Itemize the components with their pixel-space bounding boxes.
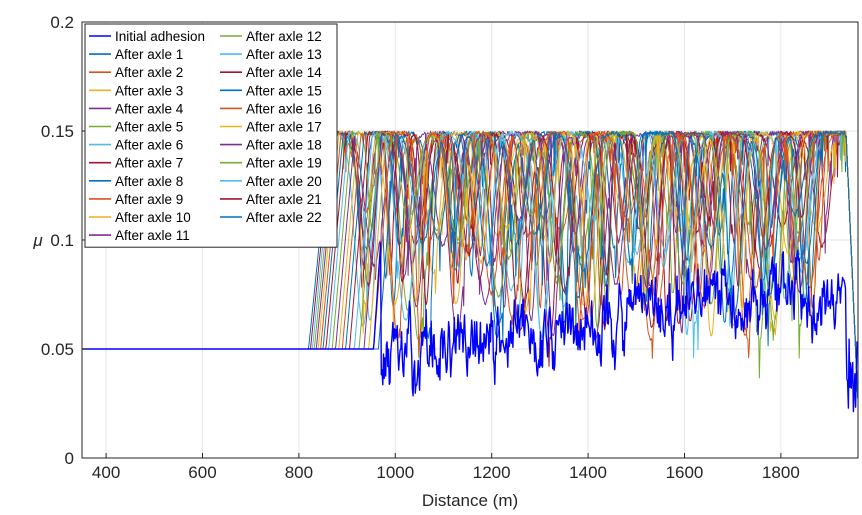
- x-tick-label: 1600: [666, 463, 704, 482]
- legend-entry: After axle 5: [115, 120, 183, 135]
- series-line-0: [82, 242, 858, 413]
- x-tick-label: 1800: [762, 463, 800, 482]
- legend-entry: After axle 7: [115, 156, 183, 171]
- legend-entry: After axle 17: [246, 120, 322, 135]
- x-tick-label: 800: [285, 463, 313, 482]
- legend-entry: After axle 18: [246, 138, 322, 153]
- legend-entry: After axle 9: [115, 192, 183, 207]
- y-tick-label: 0.1: [50, 231, 74, 250]
- y-tick-label: 0.05: [41, 340, 74, 359]
- legend-entry: After axle 22: [246, 210, 322, 225]
- legend-entry: After axle 10: [115, 210, 191, 225]
- legend-entry: After axle 19: [246, 156, 322, 171]
- legend-entry: After axle 14: [246, 65, 322, 80]
- y-tick-label: 0.2: [50, 13, 74, 32]
- legend-entry: After axle 1: [115, 47, 183, 62]
- y-axis-title: μ: [32, 231, 43, 250]
- legend-entry: After axle 3: [115, 83, 183, 98]
- legend-entry: After axle 8: [115, 174, 183, 189]
- legend-entry: After axle 13: [246, 47, 322, 62]
- legend-entry: After axle 21: [246, 192, 322, 207]
- legend-entry: After axle 6: [115, 138, 183, 153]
- legend-entry: After axle 2: [115, 65, 183, 80]
- legend-entry: After axle 12: [246, 29, 322, 44]
- x-tick-label: 400: [92, 463, 120, 482]
- legend-entry: After axle 11: [115, 228, 190, 243]
- y-tick-label: 0: [65, 449, 74, 468]
- legend-entry: Initial adhesion: [115, 29, 205, 44]
- legend-entry: After axle 16: [246, 101, 322, 116]
- x-tick-label: 1000: [376, 463, 414, 482]
- legend-box: [84, 23, 338, 248]
- x-axis-title: Distance (m): [422, 491, 518, 510]
- legend-entry: After axle 4: [115, 101, 184, 116]
- legend-entry: After axle 20: [246, 174, 322, 189]
- legend: Initial adhesion After axle 1 After axle 2…: [84, 23, 338, 248]
- legend-entry: After axle 15: [246, 83, 322, 98]
- series-layer: [82, 130, 858, 413]
- x-tick-label: 600: [188, 463, 216, 482]
- x-tick-label: 1400: [569, 463, 607, 482]
- y-tick-label: 0.15: [41, 122, 74, 141]
- ticks: 400 600 800 1000 1200 1400 1600 1800 0 0.05 0.1 0.1…: [41, 13, 800, 482]
- x-tick-label: 1200: [473, 463, 511, 482]
